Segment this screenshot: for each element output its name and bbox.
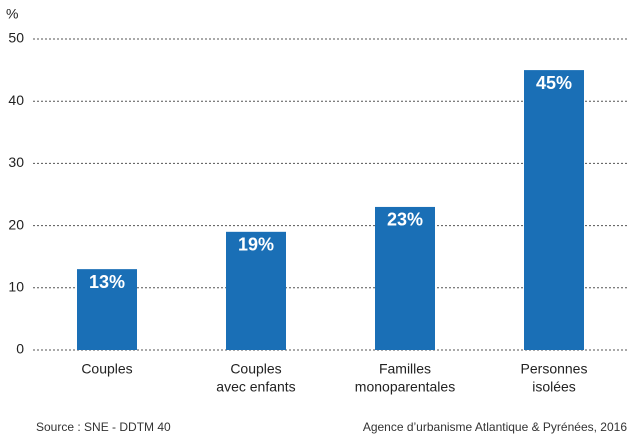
- x-tick-label: Couples: [81, 361, 132, 377]
- y-tick-label: 0: [16, 341, 24, 357]
- value-label: 45%: [536, 73, 572, 93]
- credit: Agence d’urbanisme Atlantique & Pyrénées…: [363, 420, 627, 434]
- value-label: 23%: [387, 210, 423, 230]
- source: Source : SNE - DDTM 40: [36, 420, 171, 434]
- x-tick-label: isolées: [532, 379, 576, 395]
- y-axis-label: %: [6, 6, 18, 22]
- y-tick-label: 20: [8, 216, 24, 232]
- bar: [77, 269, 137, 350]
- value-label: 19%: [238, 235, 274, 255]
- y-tick-label: 30: [8, 154, 24, 170]
- value-label: 13%: [89, 272, 125, 292]
- bar: [375, 206, 435, 350]
- y-tick-label: 40: [8, 92, 24, 108]
- x-tick-label: Personnes: [521, 361, 588, 377]
- bar: [524, 70, 584, 350]
- x-tick-label: avec enfants: [216, 379, 295, 395]
- y-tick-label: 50: [8, 30, 24, 46]
- x-tick-label: monoparentales: [355, 379, 455, 395]
- y-tick-label: 10: [8, 279, 24, 295]
- x-tick-label: Couples: [230, 361, 281, 377]
- bar: [226, 231, 286, 350]
- x-tick-label: Familles: [379, 361, 431, 377]
